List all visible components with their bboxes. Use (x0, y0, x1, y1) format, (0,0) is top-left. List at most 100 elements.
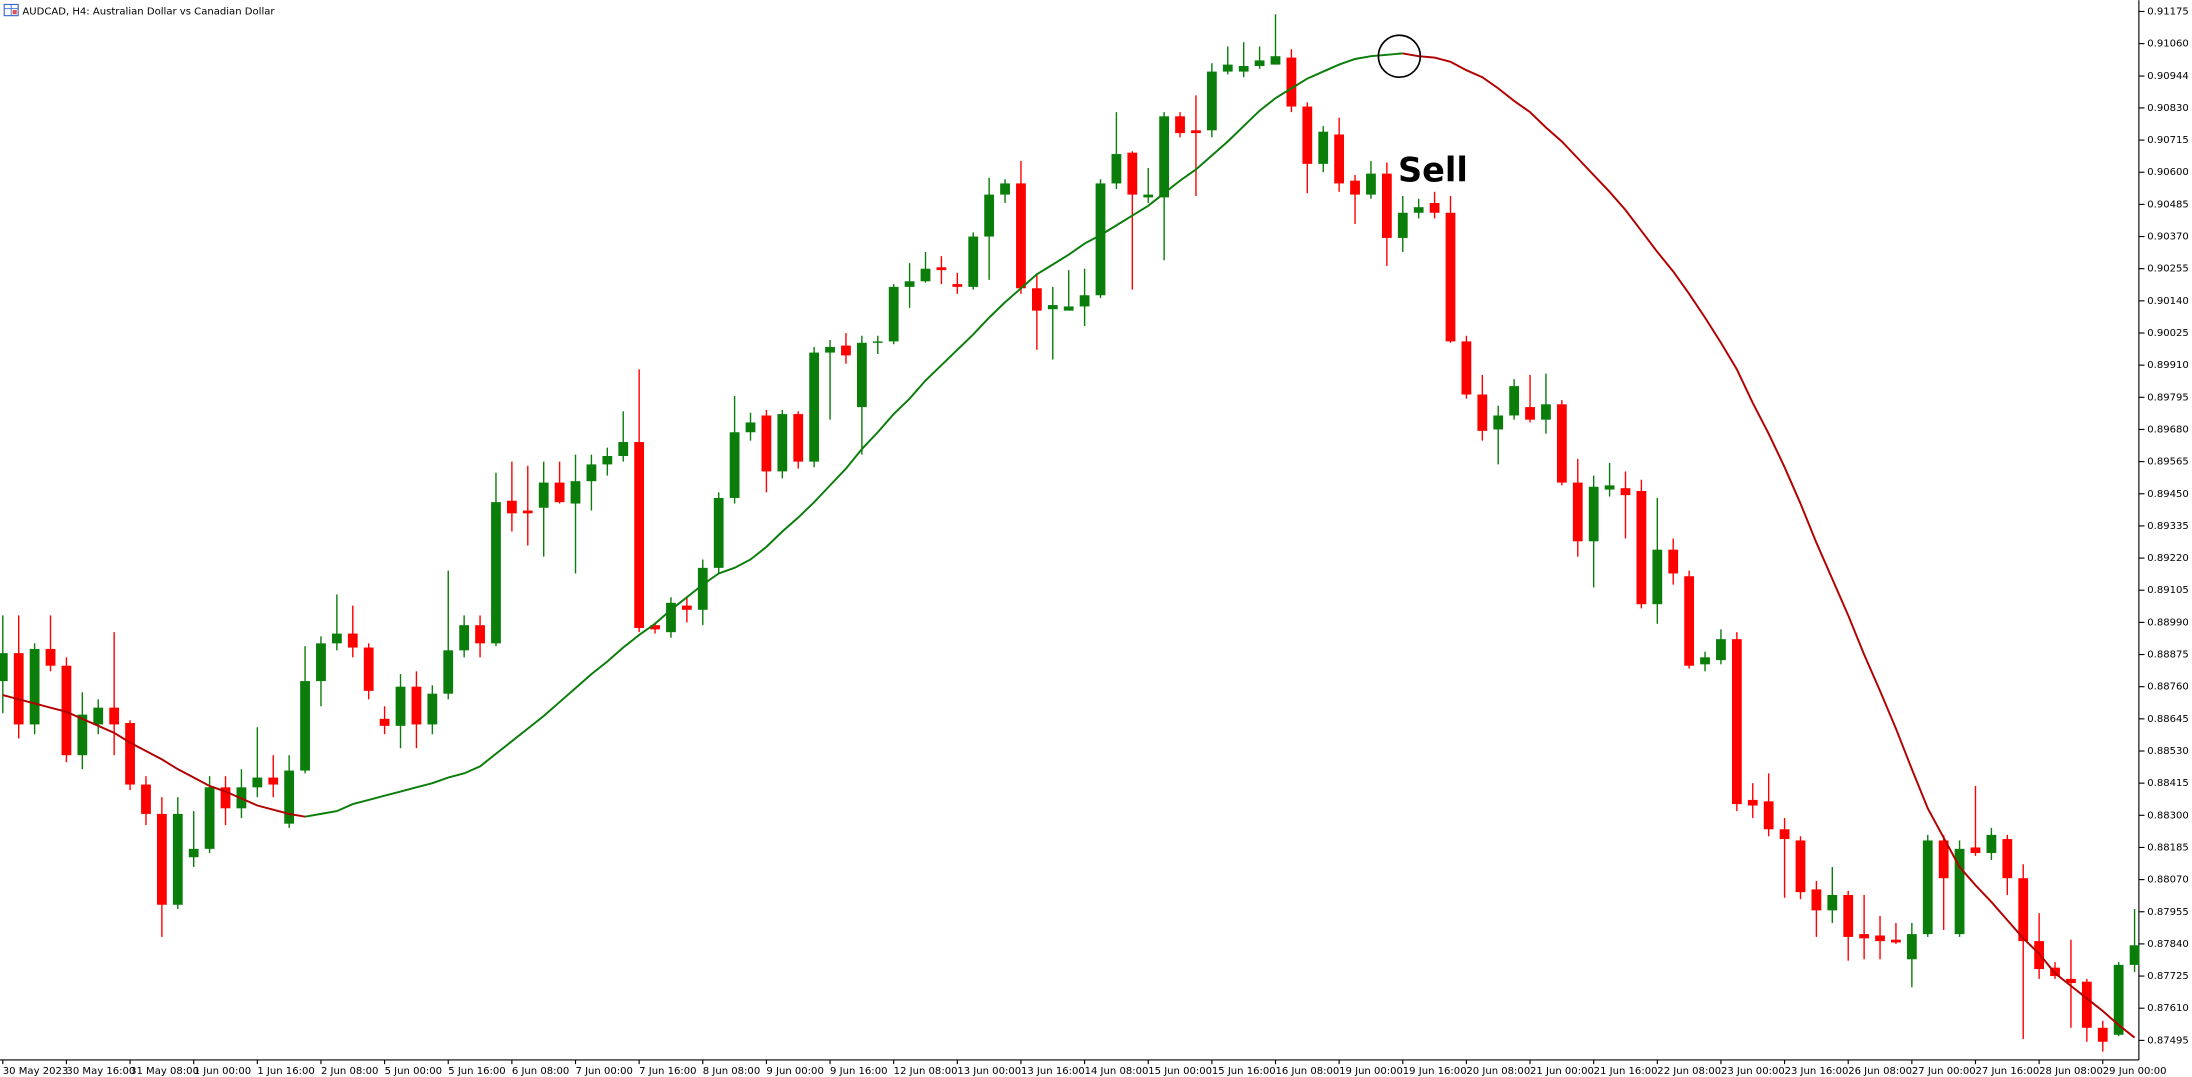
x-tick-label: 9 Jun 00:00 (766, 1066, 823, 1077)
candle-body (570, 481, 581, 504)
candle-body (1493, 415, 1504, 430)
candle-body (1127, 152, 1138, 195)
candle-body (618, 442, 629, 457)
candle-body (1795, 840, 1806, 893)
candle-body (1668, 549, 1679, 574)
candle-body (968, 236, 979, 287)
candle-body (2066, 978, 2076, 984)
candle-body (1111, 154, 1122, 184)
candle-body (1286, 57, 1297, 107)
candle-body (1366, 173, 1376, 195)
candle-body (936, 267, 947, 271)
y-tick-label: 0.88070 (2147, 875, 2189, 886)
candle-body (1525, 407, 1535, 420)
x-tick-label: 23 Jun 16:00 (1785, 1066, 1849, 1077)
x-tick-label: 7 Jun 00:00 (576, 1066, 633, 1077)
candle-body (268, 777, 279, 785)
candle-body (729, 432, 740, 498)
x-tick-label: 20 Jun 08:00 (1466, 1066, 1530, 1077)
y-tick-label: 0.90715 (2147, 135, 2189, 146)
candle-body (61, 665, 72, 756)
candle-body (1270, 56, 1281, 65)
candle-body (1716, 639, 1726, 661)
candle-body (77, 714, 88, 756)
y-tick-label: 0.88415 (2147, 778, 2189, 789)
x-tick-label: 8 Jun 08:00 (703, 1066, 760, 1077)
candle-body (0, 653, 8, 682)
y-tick-label: 0.89450 (2147, 489, 2189, 500)
candle-body (45, 648, 56, 666)
candle-body (538, 482, 549, 508)
candle-body (204, 787, 215, 849)
y-tick-label: 0.91175 (2147, 6, 2189, 17)
candle-body (172, 813, 183, 905)
y-tick-label: 0.89795 (2147, 392, 2189, 403)
candle-body (825, 346, 835, 353)
candle-body (856, 342, 867, 408)
candle-body (125, 723, 135, 785)
candle-body (1095, 183, 1106, 296)
y-tick-label: 0.90370 (2147, 232, 2189, 243)
x-tick-label: 28 Jun 08:00 (2039, 1066, 2103, 1077)
candle-body (13, 653, 24, 725)
candle-body (1238, 65, 1249, 72)
y-tick-label: 0.87955 (2147, 907, 2189, 918)
x-tick-label: 14 Jun 08:00 (1085, 1066, 1149, 1077)
y-tick-label: 0.88645 (2147, 714, 2189, 725)
x-tick-label: 30 May 2023 (3, 1066, 69, 1077)
sell-annotation: Sell (1398, 151, 1468, 190)
moving-average (304, 52, 1403, 818)
candle-body (1954, 848, 1965, 935)
candle-body (1779, 829, 1790, 840)
candle-body (1318, 131, 1329, 164)
candle-body (2002, 839, 2013, 879)
candle-body (1588, 486, 1599, 542)
x-tick-label: 31 May 08:00 (130, 1066, 199, 1077)
candle-body (220, 787, 231, 809)
candle-body (888, 286, 899, 342)
x-tick-label: 7 Jun 16:00 (639, 1066, 696, 1077)
y-tick-label: 0.88875 (2147, 650, 2189, 661)
candle-body (411, 686, 422, 725)
y-tick-label: 0.91060 (2147, 39, 2189, 50)
candle-body (1397, 212, 1408, 238)
candle-body (1175, 116, 1185, 134)
candle-body (904, 281, 915, 287)
candle-body (491, 502, 501, 644)
x-tick-label: 12 Jun 08:00 (894, 1066, 958, 1077)
candle-body (29, 648, 40, 725)
candle-body (1875, 935, 1885, 942)
y-tick-label: 0.89565 (2147, 457, 2189, 468)
candle-body (1047, 305, 1058, 310)
candle-body (1684, 576, 1695, 666)
candle-body (300, 681, 310, 771)
candle-body (316, 643, 326, 682)
candle-body (427, 693, 438, 725)
candle-body (331, 633, 342, 644)
y-tick-label: 0.90830 (2147, 103, 2189, 114)
candle-body (697, 567, 708, 610)
x-tick-label: 16 Jun 08:00 (1275, 1066, 1339, 1077)
x-tick-label: 29 Jun 00:00 (2103, 1066, 2167, 1077)
x-tick-label: 23 Jun 00:00 (1721, 1066, 1785, 1077)
y-tick-label: 0.87495 (2147, 1035, 2189, 1046)
candle-body (1922, 840, 1933, 935)
candle-body (1859, 934, 1870, 939)
candle-body (1254, 60, 1265, 66)
x-tick-label: 5 Jun 00:00 (385, 1066, 442, 1077)
candle-body (1843, 894, 1854, 937)
candle-body (1413, 207, 1424, 213)
x-tick-label: 27 Jun 00:00 (1912, 1066, 1976, 1077)
y-tick-label: 0.90255 (2147, 264, 2189, 275)
candle-body (252, 777, 263, 788)
candle-body (1350, 180, 1360, 195)
x-tick-label: 13 Jun 00:00 (957, 1066, 1021, 1077)
y-tick-label: 0.89910 (2147, 360, 2189, 371)
y-tick-label: 0.90485 (2147, 199, 2189, 210)
candle-body (506, 500, 517, 514)
y-tick-label: 0.87610 (2147, 1003, 2189, 1014)
candle-body (984, 194, 995, 237)
candle-body (1016, 183, 1026, 289)
x-tick-label: 21 Jun 16:00 (1594, 1066, 1658, 1077)
